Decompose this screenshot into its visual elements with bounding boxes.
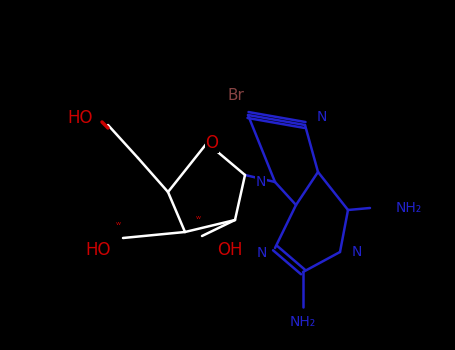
- Text: Br: Br: [228, 88, 244, 103]
- Text: ʷ: ʷ: [196, 215, 201, 225]
- Text: N: N: [257, 246, 267, 260]
- Text: O: O: [206, 134, 218, 152]
- Text: NH₂: NH₂: [396, 201, 422, 215]
- Text: N: N: [352, 245, 362, 259]
- Text: OH: OH: [217, 241, 243, 259]
- Text: HO: HO: [67, 109, 93, 127]
- Text: ʷ: ʷ: [116, 221, 121, 231]
- Text: HO: HO: [85, 241, 111, 259]
- Text: N: N: [256, 175, 266, 189]
- Text: N: N: [317, 110, 328, 124]
- Text: NH₂: NH₂: [290, 315, 316, 329]
